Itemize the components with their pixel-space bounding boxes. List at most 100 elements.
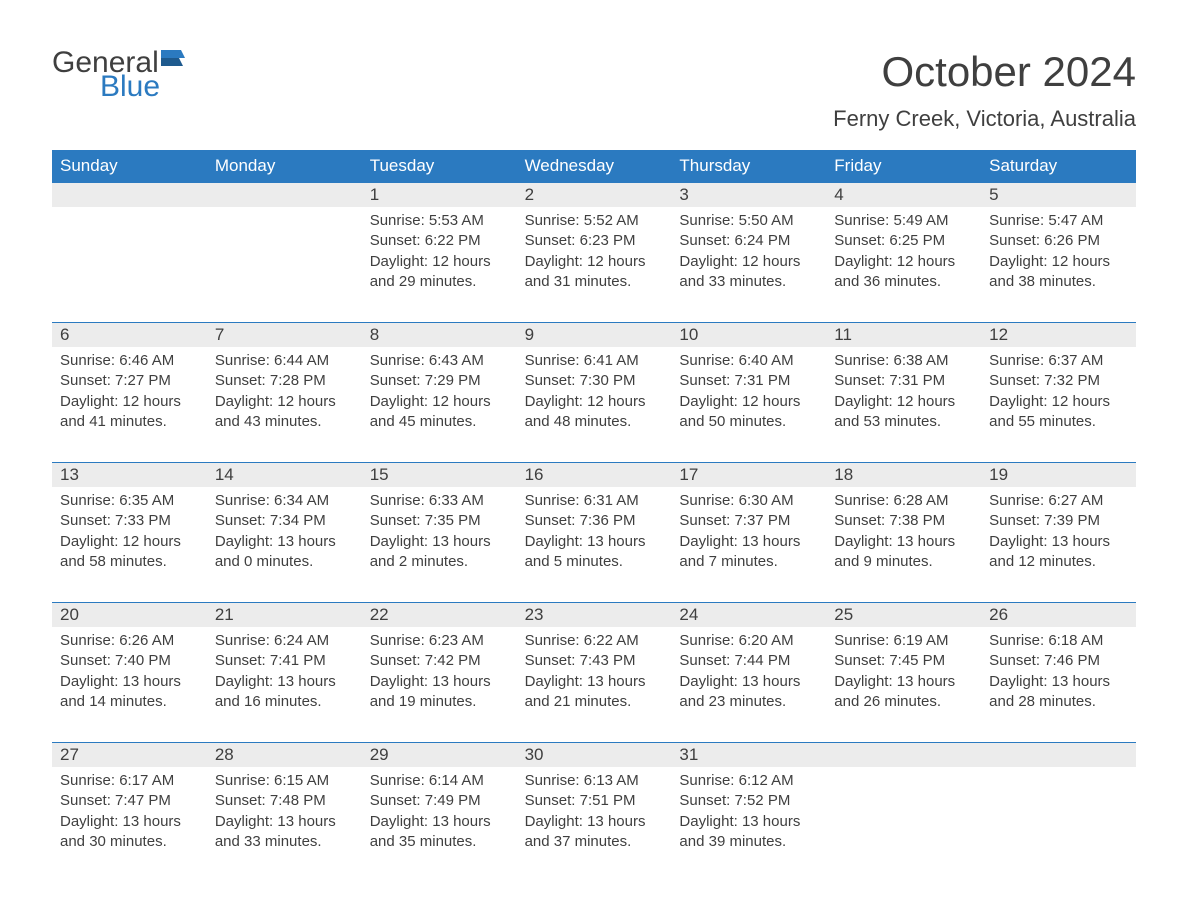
day-daylight1: Daylight: 13 hours bbox=[989, 532, 1128, 552]
day-sunrise: Sunrise: 5:49 AM bbox=[834, 211, 973, 231]
week-row: 27Sunrise: 6:17 AMSunset: 7:47 PMDayligh… bbox=[52, 742, 1136, 882]
day-number: 19 bbox=[981, 462, 1136, 487]
day-sunrise: Sunrise: 6:40 AM bbox=[679, 351, 818, 371]
day-cell: 25Sunrise: 6:19 AMSunset: 7:45 PMDayligh… bbox=[826, 602, 981, 742]
day-sunrise: Sunrise: 6:26 AM bbox=[60, 631, 199, 651]
day-cell: 1Sunrise: 5:53 AMSunset: 6:22 PMDaylight… bbox=[362, 182, 517, 322]
day-body: Sunrise: 6:37 AMSunset: 7:32 PMDaylight:… bbox=[981, 347, 1136, 432]
day-daylight2: and 26 minutes. bbox=[834, 692, 973, 712]
day-body: Sunrise: 6:46 AMSunset: 7:27 PMDaylight:… bbox=[52, 347, 207, 432]
day-body: Sunrise: 5:47 AMSunset: 6:26 PMDaylight:… bbox=[981, 207, 1136, 292]
day-number: 24 bbox=[671, 602, 826, 627]
day-sunset: Sunset: 7:52 PM bbox=[679, 791, 818, 811]
day-sunset: Sunset: 7:39 PM bbox=[989, 511, 1128, 531]
day-cell bbox=[52, 182, 207, 322]
day-number: 29 bbox=[362, 742, 517, 767]
day-body: Sunrise: 6:20 AMSunset: 7:44 PMDaylight:… bbox=[671, 627, 826, 712]
day-cell: 14Sunrise: 6:34 AMSunset: 7:34 PMDayligh… bbox=[207, 462, 362, 602]
day-sunrise: Sunrise: 6:22 AM bbox=[525, 631, 664, 651]
logo: General Blue bbox=[52, 48, 187, 102]
day-sunrise: Sunrise: 6:14 AM bbox=[370, 771, 509, 791]
day-daylight2: and 16 minutes. bbox=[215, 692, 354, 712]
day-number: 11 bbox=[826, 322, 981, 347]
day-daylight2: and 45 minutes. bbox=[370, 412, 509, 432]
day-cell: 23Sunrise: 6:22 AMSunset: 7:43 PMDayligh… bbox=[517, 602, 672, 742]
day-body: Sunrise: 6:14 AMSunset: 7:49 PMDaylight:… bbox=[362, 767, 517, 852]
weekday-friday: Friday bbox=[826, 150, 981, 182]
day-sunrise: Sunrise: 6:19 AM bbox=[834, 631, 973, 651]
day-number: 27 bbox=[52, 742, 207, 767]
day-cell: 5Sunrise: 5:47 AMSunset: 6:26 PMDaylight… bbox=[981, 182, 1136, 322]
day-daylight1: Daylight: 13 hours bbox=[215, 672, 354, 692]
day-daylight1: Daylight: 12 hours bbox=[370, 252, 509, 272]
day-body: Sunrise: 6:19 AMSunset: 7:45 PMDaylight:… bbox=[826, 627, 981, 712]
day-body bbox=[826, 767, 981, 771]
day-daylight2: and 33 minutes. bbox=[679, 272, 818, 292]
week-row: 1Sunrise: 5:53 AMSunset: 6:22 PMDaylight… bbox=[52, 182, 1136, 322]
day-daylight1: Daylight: 13 hours bbox=[525, 532, 664, 552]
day-number: 22 bbox=[362, 602, 517, 627]
day-number: 20 bbox=[52, 602, 207, 627]
day-sunset: Sunset: 7:35 PM bbox=[370, 511, 509, 531]
day-daylight2: and 30 minutes. bbox=[60, 832, 199, 852]
day-body: Sunrise: 6:13 AMSunset: 7:51 PMDaylight:… bbox=[517, 767, 672, 852]
day-sunset: Sunset: 7:30 PM bbox=[525, 371, 664, 391]
day-body: Sunrise: 5:52 AMSunset: 6:23 PMDaylight:… bbox=[517, 207, 672, 292]
day-sunset: Sunset: 6:22 PM bbox=[370, 231, 509, 251]
weekday-tuesday: Tuesday bbox=[362, 150, 517, 182]
day-body: Sunrise: 6:28 AMSunset: 7:38 PMDaylight:… bbox=[826, 487, 981, 572]
day-daylight1: Daylight: 13 hours bbox=[215, 812, 354, 832]
day-cell: 7Sunrise: 6:44 AMSunset: 7:28 PMDaylight… bbox=[207, 322, 362, 462]
day-daylight1: Daylight: 13 hours bbox=[370, 672, 509, 692]
day-body: Sunrise: 6:40 AMSunset: 7:31 PMDaylight:… bbox=[671, 347, 826, 432]
day-number: 18 bbox=[826, 462, 981, 487]
day-cell: 31Sunrise: 6:12 AMSunset: 7:52 PMDayligh… bbox=[671, 742, 826, 882]
day-sunrise: Sunrise: 6:28 AM bbox=[834, 491, 973, 511]
day-daylight2: and 5 minutes. bbox=[525, 552, 664, 572]
day-number: 1 bbox=[362, 182, 517, 207]
day-daylight1: Daylight: 12 hours bbox=[834, 252, 973, 272]
day-daylight1: Daylight: 13 hours bbox=[834, 672, 973, 692]
day-sunset: Sunset: 7:31 PM bbox=[834, 371, 973, 391]
weekday-sunday: Sunday bbox=[52, 150, 207, 182]
day-cell bbox=[207, 182, 362, 322]
day-sunset: Sunset: 7:33 PM bbox=[60, 511, 199, 531]
day-cell: 9Sunrise: 6:41 AMSunset: 7:30 PMDaylight… bbox=[517, 322, 672, 462]
day-number: 30 bbox=[517, 742, 672, 767]
day-number: 9 bbox=[517, 322, 672, 347]
day-sunrise: Sunrise: 6:46 AM bbox=[60, 351, 199, 371]
day-number: 17 bbox=[671, 462, 826, 487]
day-body: Sunrise: 6:18 AMSunset: 7:46 PMDaylight:… bbox=[981, 627, 1136, 712]
day-sunrise: Sunrise: 6:31 AM bbox=[525, 491, 664, 511]
day-sunset: Sunset: 7:42 PM bbox=[370, 651, 509, 671]
day-body: Sunrise: 6:41 AMSunset: 7:30 PMDaylight:… bbox=[517, 347, 672, 432]
day-sunset: Sunset: 7:46 PM bbox=[989, 651, 1128, 671]
week-row: 6Sunrise: 6:46 AMSunset: 7:27 PMDaylight… bbox=[52, 322, 1136, 462]
day-daylight1: Daylight: 13 hours bbox=[679, 812, 818, 832]
day-sunset: Sunset: 7:32 PM bbox=[989, 371, 1128, 391]
page-header: General Blue October 2024 Ferny Creek, V… bbox=[52, 48, 1136, 146]
day-sunrise: Sunrise: 6:38 AM bbox=[834, 351, 973, 371]
day-sunset: Sunset: 7:49 PM bbox=[370, 791, 509, 811]
day-sunrise: Sunrise: 5:47 AM bbox=[989, 211, 1128, 231]
day-sunset: Sunset: 6:25 PM bbox=[834, 231, 973, 251]
day-daylight2: and 58 minutes. bbox=[60, 552, 199, 572]
month-title: October 2024 bbox=[833, 48, 1136, 96]
day-sunrise: Sunrise: 6:37 AM bbox=[989, 351, 1128, 371]
day-cell: 18Sunrise: 6:28 AMSunset: 7:38 PMDayligh… bbox=[826, 462, 981, 602]
day-cell: 12Sunrise: 6:37 AMSunset: 7:32 PMDayligh… bbox=[981, 322, 1136, 462]
day-daylight1: Daylight: 12 hours bbox=[370, 392, 509, 412]
day-cell: 21Sunrise: 6:24 AMSunset: 7:41 PMDayligh… bbox=[207, 602, 362, 742]
day-body: Sunrise: 6:22 AMSunset: 7:43 PMDaylight:… bbox=[517, 627, 672, 712]
location-subtitle: Ferny Creek, Victoria, Australia bbox=[833, 106, 1136, 132]
day-sunrise: Sunrise: 6:44 AM bbox=[215, 351, 354, 371]
day-sunrise: Sunrise: 6:41 AM bbox=[525, 351, 664, 371]
day-daylight1: Daylight: 12 hours bbox=[989, 252, 1128, 272]
day-daylight1: Daylight: 13 hours bbox=[679, 672, 818, 692]
calendar-grid: Sunday Monday Tuesday Wednesday Thursday… bbox=[52, 150, 1136, 882]
day-body: Sunrise: 6:34 AMSunset: 7:34 PMDaylight:… bbox=[207, 487, 362, 572]
day-daylight1: Daylight: 13 hours bbox=[834, 532, 973, 552]
day-daylight2: and 0 minutes. bbox=[215, 552, 354, 572]
day-cell bbox=[826, 742, 981, 882]
day-cell: 13Sunrise: 6:35 AMSunset: 7:33 PMDayligh… bbox=[52, 462, 207, 602]
